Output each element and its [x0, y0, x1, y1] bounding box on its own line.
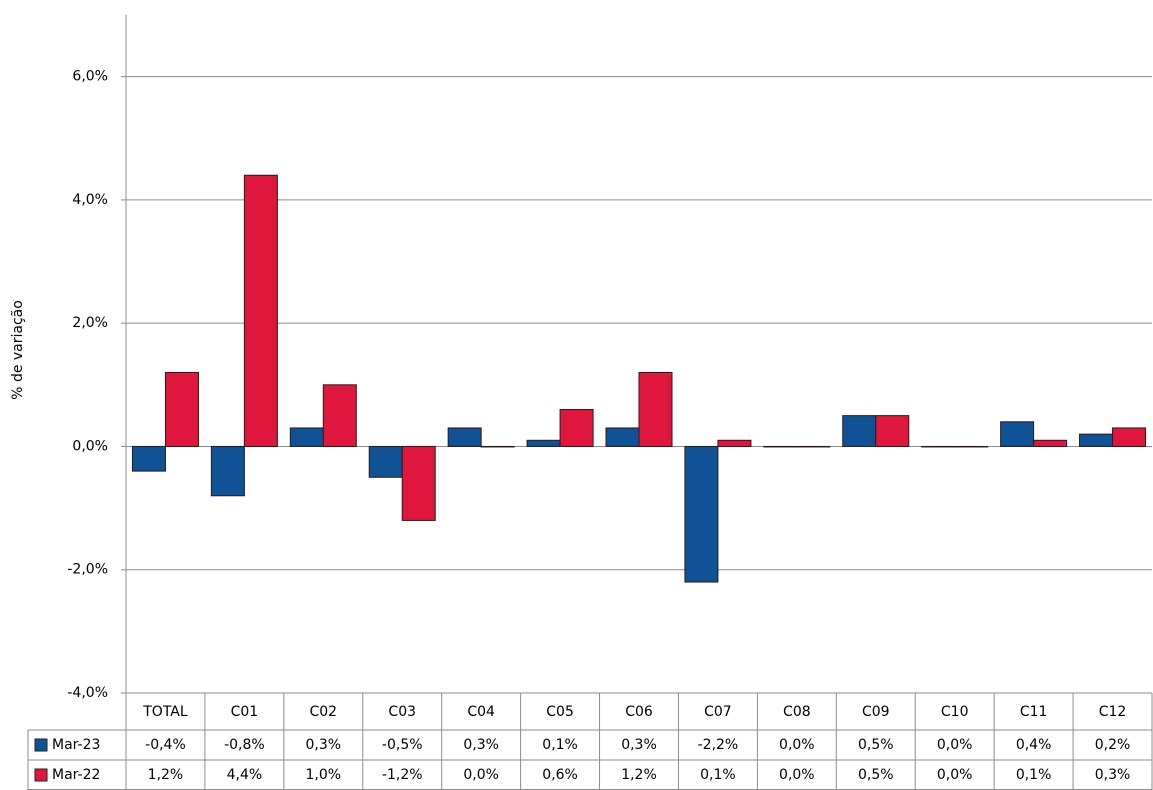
bar	[875, 415, 910, 447]
table-value: 0,1%	[700, 767, 736, 783]
x-tick-label: C12	[1099, 704, 1127, 720]
table-value: 0,0%	[779, 767, 815, 783]
y-tick-label: -2,0%	[67, 562, 108, 578]
bar	[717, 439, 752, 447]
bar	[210, 445, 245, 497]
table-value: 1,0%	[306, 767, 342, 783]
x-tick-label: C03	[388, 704, 416, 720]
x-tick-label: C09	[862, 704, 890, 720]
table-value: 0,1%	[542, 737, 578, 753]
bar	[559, 408, 594, 447]
bar	[638, 371, 673, 447]
table-value: -0,4%	[145, 737, 186, 753]
bar	[1079, 433, 1114, 447]
x-tick-label: C04	[467, 704, 495, 720]
bar	[605, 427, 640, 447]
x-tick-label: C07	[704, 704, 732, 720]
y-tick-label: -4,0%	[67, 685, 108, 701]
legend-swatch	[34, 738, 48, 752]
bar	[1000, 421, 1035, 447]
y-tick-label: 2,0%	[72, 315, 108, 331]
bar	[921, 445, 956, 448]
bar	[763, 445, 798, 448]
table-value: 0,0%	[937, 737, 973, 753]
table-value: 0,2%	[1095, 737, 1131, 753]
bar	[131, 445, 166, 472]
bar	[842, 415, 877, 447]
x-tick-label: C10	[941, 704, 969, 720]
table-value: 0,3%	[306, 737, 342, 753]
bar	[1033, 439, 1068, 447]
x-tick-label: C08	[783, 704, 811, 720]
bar	[796, 445, 831, 448]
x-tick-label: C02	[310, 704, 338, 720]
bar	[401, 445, 436, 521]
table-value: 4,4%	[227, 767, 263, 783]
bar	[243, 174, 278, 447]
legend-label: Mar-23	[52, 737, 100, 753]
x-tick-label: C06	[625, 704, 653, 720]
x-tick-label: C11	[1020, 704, 1048, 720]
y-axis-label: % de variação	[10, 300, 26, 400]
y-tick-label: 6,0%	[72, 69, 108, 85]
x-tick-label: C05	[546, 704, 574, 720]
table-value: 0,5%	[858, 767, 894, 783]
table-value: 1,2%	[621, 767, 657, 783]
bar	[684, 445, 719, 583]
table-value: 0,0%	[463, 767, 499, 783]
table-value: 1,2%	[148, 767, 184, 783]
table-value: 0,1%	[1016, 767, 1052, 783]
bar	[447, 427, 482, 447]
y-tick-label: 0,0%	[72, 438, 108, 454]
x-tick-label: C01	[231, 704, 259, 720]
table-value: 0,0%	[779, 737, 815, 753]
bar	[954, 445, 989, 448]
table-value: 0,3%	[463, 737, 499, 753]
table-value: -0,5%	[382, 737, 423, 753]
bar	[289, 427, 324, 447]
legend-label: Mar-22	[52, 767, 100, 783]
table-value: 0,3%	[621, 737, 657, 753]
bar	[368, 445, 403, 478]
table-value: 0,6%	[542, 767, 578, 783]
bar	[164, 371, 199, 447]
x-tick-label: TOTAL	[142, 704, 188, 720]
table-value: -2,2%	[698, 737, 739, 753]
legend-swatch	[34, 768, 48, 782]
table-value: -1,2%	[382, 767, 423, 783]
bar	[322, 384, 357, 447]
bar	[480, 445, 515, 448]
table-value: 0,3%	[1095, 767, 1131, 783]
table-value: 0,5%	[858, 737, 894, 753]
table-value: -0,8%	[224, 737, 265, 753]
bar	[526, 439, 561, 447]
table-value: 0,4%	[1016, 737, 1052, 753]
bar	[1112, 427, 1147, 447]
table-value: 0,0%	[937, 767, 973, 783]
y-tick-label: 4,0%	[72, 192, 108, 208]
